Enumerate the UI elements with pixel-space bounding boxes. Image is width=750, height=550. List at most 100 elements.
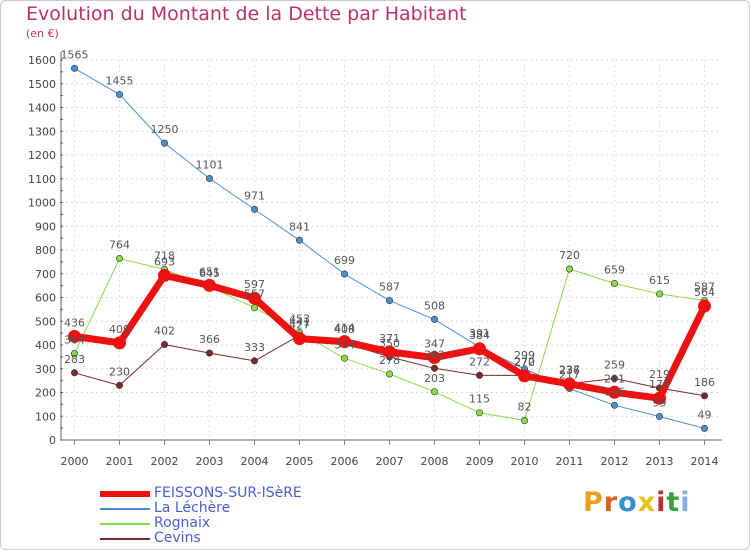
data-label: 402 [154,325,175,338]
data-label: 333 [244,341,265,354]
y-tick-label: 800 [35,244,56,257]
y-tick-label: 300 [35,363,56,376]
data-label: 176 [649,378,670,391]
data-label: 699 [334,254,355,267]
data-point [340,354,348,362]
proxiti-logo: Proxiti [583,487,691,518]
data-label: 587 [379,281,400,294]
data-point [338,335,351,349]
legend-item-rognaix[interactable]: Rognaix [100,516,210,531]
legend-label: Rognaix [154,515,211,531]
data-label: 364 [64,334,85,347]
data-point [161,139,169,147]
data-point [475,409,483,417]
data-label: 408 [334,323,355,336]
data-label: 720 [559,249,580,262]
data-label: 615 [649,274,670,287]
x-tick-label: 2000 [61,455,89,468]
data-point [71,350,79,358]
chart-title: Evolution du Montant de la Dette par Hab… [26,3,467,25]
data-point [475,371,483,379]
data-point [428,351,441,365]
data-point [610,279,618,287]
data-labels: 1565 1455 1250 1101 971 841 699 587 508 391 299 217… [61,48,716,421]
data-label: 557 [244,288,265,301]
logo-letter: i [680,487,691,518]
data-label: 283 [64,353,85,366]
logo-letter: i [656,487,667,518]
data-label: 302 [424,348,445,361]
data-label: 564 [694,286,715,299]
legend-swatch [100,537,150,540]
y-tick-label: 500 [35,315,56,328]
data-label: 1565 [61,48,89,61]
data-label: 841 [289,220,310,233]
data-point [158,268,171,282]
data-point [655,412,663,420]
legend-swatch [100,507,150,510]
legend-label: Cevins [154,530,201,546]
data-label: 597 [244,278,265,291]
y-tick-label: 1600 [28,54,56,67]
data-point [206,349,214,357]
y-tick-label: 1500 [28,78,56,91]
logo-letter: r [603,487,619,518]
data-point [655,290,663,298]
logo-letter: P [583,487,604,518]
legend-item-feissons[interactable]: FEISSONS-SUR-ISèRE [100,486,302,501]
data-label: 217 [559,368,580,381]
data-point [385,370,393,378]
legend-item-la-lechere[interactable]: La Léchère [100,501,230,516]
legend-item-cevins[interactable]: Cevins [100,531,201,546]
data-label: 186 [694,376,715,389]
data-point [340,270,348,278]
data-label: 645 [199,267,220,280]
data-label: 237 [559,364,580,377]
data-label: 146 [604,385,625,398]
data-label: 99 [653,396,667,409]
x-tick-label: 2005 [286,455,314,468]
data-point [293,332,306,346]
x-tick-label: 2014 [691,455,719,468]
data-point [71,64,79,72]
data-point [430,364,438,372]
data-label: 259 [604,358,625,371]
data-point [161,341,169,349]
data-label: 384 [469,329,490,342]
data-label: 272 [514,355,535,368]
data-point [563,377,576,391]
data-label: 971 [244,189,265,202]
data-label: 366 [199,333,220,346]
data-point [518,369,531,383]
data-point [251,205,259,213]
data-label: 347 [424,338,445,351]
data-label: 414 [334,322,355,335]
data-label: 651 [199,265,220,278]
data-point [430,315,438,323]
data-label: 115 [469,393,490,406]
data-point [565,265,573,273]
y-tick-label: 700 [35,268,56,281]
data-label: 427 [289,319,310,332]
y-tick-label: 1300 [28,125,56,138]
data-label: 299 [514,349,535,362]
y-tick-label: 1000 [28,197,56,210]
x-tick-label: 2012 [601,455,629,468]
data-label: 1455 [106,74,134,87]
legend-swatch [100,490,150,497]
data-point [203,278,216,292]
x-tick-label: 2009 [466,455,494,468]
y-tick-label: 200 [35,387,56,400]
data-label: 659 [604,263,625,276]
data-point [698,299,711,313]
data-label: 82 [518,401,532,414]
data-point [700,392,708,400]
data-point [251,304,259,312]
y-tick-label: 900 [35,220,56,233]
y-tick-label: 1200 [28,149,56,162]
data-point [251,357,259,365]
data-point [68,329,81,343]
logo-letter: t [666,487,681,518]
x-tick-label: 2010 [511,455,539,468]
